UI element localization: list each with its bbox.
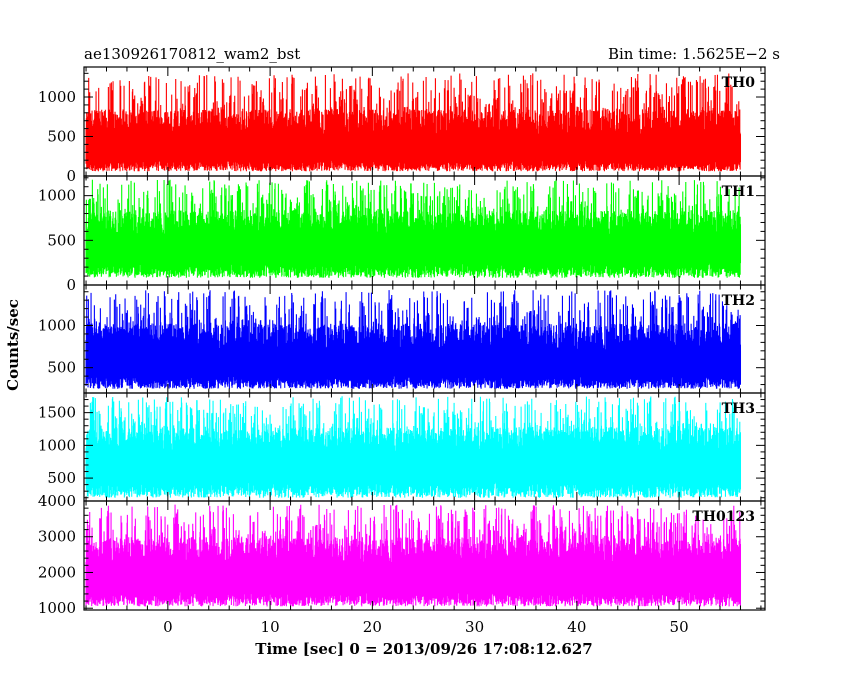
x-tick-label: 0 (163, 618, 173, 636)
panel-th2: 500 1000 TH2 (38, 284, 766, 394)
x-tick-label: 40 (567, 618, 586, 636)
y-tick-label: 1000 (38, 317, 76, 335)
y-tick-label: 0 (66, 167, 76, 185)
panel-label: TH0 (722, 75, 756, 91)
y-tick-label: 4000 (38, 492, 76, 510)
y-tick-label: 1000 (38, 599, 76, 617)
panel-label: TH1 (722, 184, 755, 200)
x-tick-label: 50 (670, 618, 689, 636)
panel-label: TH2 (722, 293, 755, 309)
x-tick-label: 20 (363, 618, 382, 636)
y-tick-label: 1000 (38, 187, 76, 205)
panel-label: TH3 (722, 401, 755, 417)
panel-th1: 0 500 1000 TH1 (38, 175, 766, 294)
panel-th3: 500 1000 1500 TH3 (38, 392, 766, 502)
x-tick-label: 30 (465, 618, 484, 636)
chart-subtitle: Bin time: 1.5625E−2 s (608, 45, 780, 63)
y-tick-label: 500 (47, 231, 76, 249)
x-tick-label: 10 (261, 618, 280, 636)
series-th1 (85, 179, 742, 278)
y-tick-label: 3000 (38, 528, 76, 546)
series-th2 (85, 290, 742, 389)
panel-th0: 0 500 1000 TH0 (38, 66, 766, 185)
y-tick-label: 500 (47, 469, 76, 487)
series-th3 (85, 396, 742, 498)
y-tick-label: 1500 (38, 404, 76, 422)
series-th0 (85, 73, 742, 172)
y-tick-label: 1000 (38, 436, 76, 454)
y-tick-label: 500 (47, 128, 76, 146)
x-axis-title: Time [sec] 0 = 2013/09/26 17:08:12.627 (255, 640, 592, 658)
panel-frame (83, 500, 766, 611)
panel-th0123: 1000 2000 3000 4000 TH0123 (38, 492, 766, 617)
y-axis-title: Counts/sec (4, 299, 22, 391)
y-tick-label: 0 (66, 276, 76, 294)
panel-label: TH0123 (692, 509, 755, 525)
y-tick-label: 2000 (38, 563, 76, 581)
series-th0123 (85, 504, 742, 607)
chart-title: ae130926170812_wam2_bst (84, 45, 300, 63)
y-tick-label: 500 (47, 359, 76, 377)
y-tick-label: 1000 (38, 88, 76, 106)
